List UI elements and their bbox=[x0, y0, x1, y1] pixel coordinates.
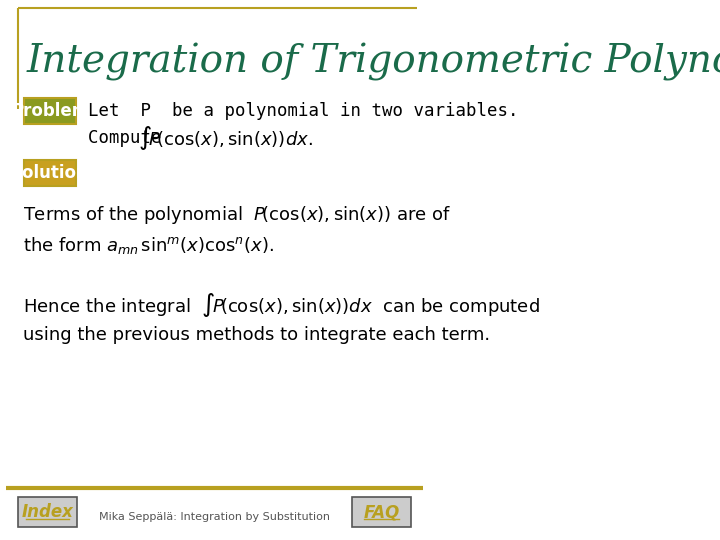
FancyBboxPatch shape bbox=[351, 497, 411, 527]
Text: the form $a_{mn}\,\sin^m\!(x)\cos^n\!(x).$: the form $a_{mn}\,\sin^m\!(x)\cos^n\!(x)… bbox=[22, 234, 274, 255]
Text: Hence the integral  $\int\!P\!\left(\cos(x),\sin(x)\right)dx$  can be computed: Hence the integral $\int\!P\!\left(\cos(… bbox=[22, 291, 539, 319]
Text: Terms of the polynomial  $P\!\left(\cos(x),\sin(x)\right)$ are of: Terms of the polynomial $P\!\left(\cos(x… bbox=[22, 204, 451, 226]
FancyBboxPatch shape bbox=[24, 98, 76, 124]
Text: Solution: Solution bbox=[12, 164, 89, 182]
Text: Problem: Problem bbox=[11, 102, 89, 120]
FancyBboxPatch shape bbox=[24, 160, 76, 186]
Text: $\int\!P\!\left(\cos(x),\sin(x)\right)dx.$: $\int\!P\!\left(\cos(x),\sin(x)\right)dx… bbox=[138, 124, 313, 152]
Text: Mika Seppälä: Integration by Substitution: Mika Seppälä: Integration by Substitutio… bbox=[99, 512, 330, 522]
Text: FAQ: FAQ bbox=[364, 503, 400, 521]
Text: Compute: Compute bbox=[89, 129, 183, 147]
Text: using the previous methods to integrate each term.: using the previous methods to integrate … bbox=[22, 326, 490, 344]
FancyBboxPatch shape bbox=[18, 497, 78, 527]
Text: Integration of Trigonometric Polynomials: Integration of Trigonometric Polynomials bbox=[27, 43, 720, 81]
Text: Index: Index bbox=[22, 503, 73, 521]
Text: Let  P  be a polynomial in two variables.: Let P be a polynomial in two variables. bbox=[89, 102, 518, 120]
